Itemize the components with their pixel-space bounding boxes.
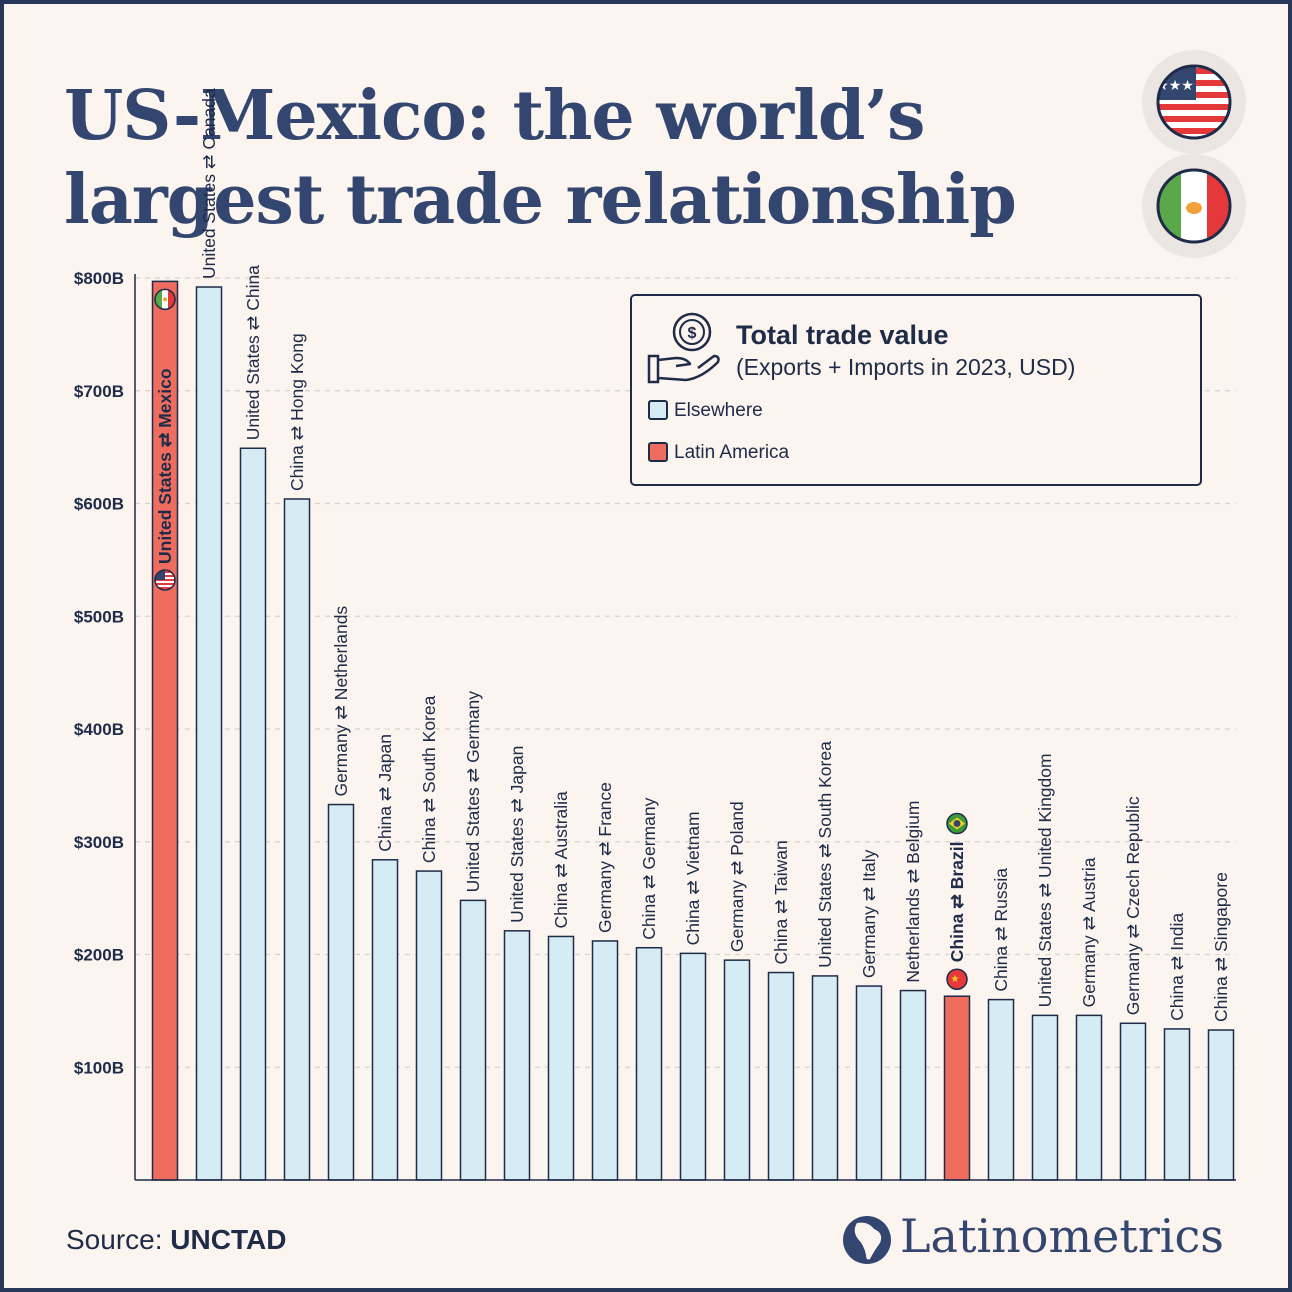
bar — [327, 803, 355, 1181]
bar-label: Netherlands ⇄ Belgium — [903, 801, 923, 983]
bar — [723, 959, 751, 1181]
bar-label: China ⇄ Vietnam — [683, 811, 703, 945]
legend-label-latin-america: Latin America — [674, 442, 790, 463]
legend-item-elsewhere: Elsewhere — [648, 400, 763, 422]
svg-text:★: ★ — [951, 974, 960, 985]
legend: $ Total trade value (Exports + Imports i… — [630, 294, 1202, 486]
y-tick-label: $100B — [74, 1058, 124, 1077]
bar-label: China ⇄ India — [1167, 913, 1187, 1021]
y-axis-tick-labels: $100B $200B $300B $400B $500B $600B $700B $800B — [74, 269, 124, 1077]
bar — [811, 975, 839, 1181]
bars: United States ⇄ Mexico United States ⇄ Ca… — [151, 88, 1235, 1181]
bar — [195, 286, 223, 1181]
title-line-2: largest trade relationship — [64, 160, 1017, 240]
mexico-flag-badge — [1142, 154, 1246, 258]
bar-label: United States ⇄ United Kingdom — [1035, 753, 1055, 1007]
title-line-1: US-Mexico: the world’s — [64, 76, 925, 156]
bar-label: China ⇄ Taiwan — [771, 840, 791, 964]
bar — [1031, 1014, 1059, 1181]
bar — [943, 995, 971, 1181]
bar — [1207, 1029, 1235, 1181]
bar — [151, 280, 179, 1181]
us-flag-icon: ★★★ — [1156, 64, 1232, 140]
y-tick-label: $200B — [74, 946, 124, 965]
mexico-flag-icon — [1156, 168, 1232, 244]
y-tick-label: $400B — [74, 720, 124, 739]
bar-label: United States ⇄ Germany — [463, 691, 483, 893]
bar-label: China ⇄ Russia — [991, 868, 1011, 992]
bar-label: Germany ⇄ Poland — [727, 801, 747, 952]
latin-america-map-icon — [843, 1216, 891, 1264]
bar-label: Germany ⇄ Austria — [1079, 857, 1099, 1007]
bar — [1163, 1028, 1191, 1181]
bar-label: Germany ⇄ Netherlands — [331, 606, 351, 797]
bar-label: United States ⇄ South Korea — [815, 741, 835, 968]
bar — [503, 930, 531, 1181]
source-label: Source: — [66, 1224, 163, 1255]
svg-text:$: $ — [688, 325, 697, 342]
mexico-flag-icon — [154, 288, 176, 311]
bar — [371, 859, 399, 1181]
y-tick-label: $500B — [74, 607, 124, 626]
trade-bar-chart: $100B $200B $300B $400B $500B $600B $700B $800B… — [74, 88, 1236, 1181]
bar-label: China ⇄ Brazil — [947, 842, 967, 963]
bar-label: China ⇄ South Korea — [419, 695, 439, 863]
bar-label: China ⇄ Japan — [375, 734, 395, 852]
y-tick-label: $800B — [74, 269, 124, 288]
infographic: US-Mexico: the world’s largest trade rel… — [4, 4, 1288, 1288]
brand-name: Latinometrics — [900, 1209, 1224, 1263]
bar-label: Germany ⇄ France — [595, 782, 615, 933]
china-flag-icon: ★ — [946, 968, 968, 990]
bar-label: United States ⇄ Canada — [199, 88, 219, 279]
svg-text:★★★: ★★★ — [1156, 78, 1194, 94]
bar-label: Germany ⇄ Italy — [859, 849, 879, 978]
legend-subtitle: (Exports + Imports in 2023, USD) — [736, 354, 1076, 380]
bar — [987, 998, 1015, 1181]
bar — [283, 498, 311, 1181]
bar — [679, 952, 707, 1181]
bar-label: China ⇄ Hong Kong — [287, 333, 307, 491]
bar — [591, 940, 619, 1181]
us-flag-badge: ★★★ — [1142, 50, 1246, 154]
bar — [415, 870, 443, 1181]
bar-label: United States ⇄ China — [243, 265, 263, 440]
source-value: UNCTAD — [170, 1224, 287, 1255]
bar — [459, 899, 487, 1181]
bar — [1075, 1014, 1103, 1181]
us-flag-icon — [154, 569, 176, 591]
bar — [239, 447, 267, 1181]
legend-title: Total trade value — [736, 320, 949, 350]
bar — [855, 985, 883, 1181]
bar-label: United States ⇄ Mexico — [155, 368, 175, 564]
bar — [1119, 1022, 1147, 1181]
source-note: Source: UNCTAD — [66, 1224, 286, 1256]
bar-label: China ⇄ Australia — [551, 791, 571, 928]
page-title: US-Mexico: the world’s largest trade rel… — [64, 74, 1017, 242]
y-tick-label: $300B — [74, 833, 124, 852]
y-tick-label: $700B — [74, 382, 124, 401]
bar-label: China ⇄ Singapore — [1211, 872, 1231, 1022]
legend-swatch-latin-america — [648, 442, 668, 462]
legend-swatch-elsewhere — [648, 400, 668, 420]
bar-label: Germany ⇄ Czech Republic — [1123, 796, 1143, 1015]
bar — [547, 935, 575, 1181]
money-hand-icon: $ — [647, 312, 720, 384]
bar-label: United States ⇄ Japan — [507, 746, 527, 923]
brazil-flag-icon — [946, 812, 968, 835]
bar — [635, 946, 663, 1181]
legend-item-latin-america: Latin America — [648, 442, 789, 464]
bar — [767, 971, 795, 1181]
bar-label: China ⇄ Germany — [639, 797, 659, 939]
y-tick-label: $600B — [74, 495, 124, 514]
bar — [899, 989, 927, 1181]
legend-label-elsewhere: Elsewhere — [674, 400, 763, 421]
